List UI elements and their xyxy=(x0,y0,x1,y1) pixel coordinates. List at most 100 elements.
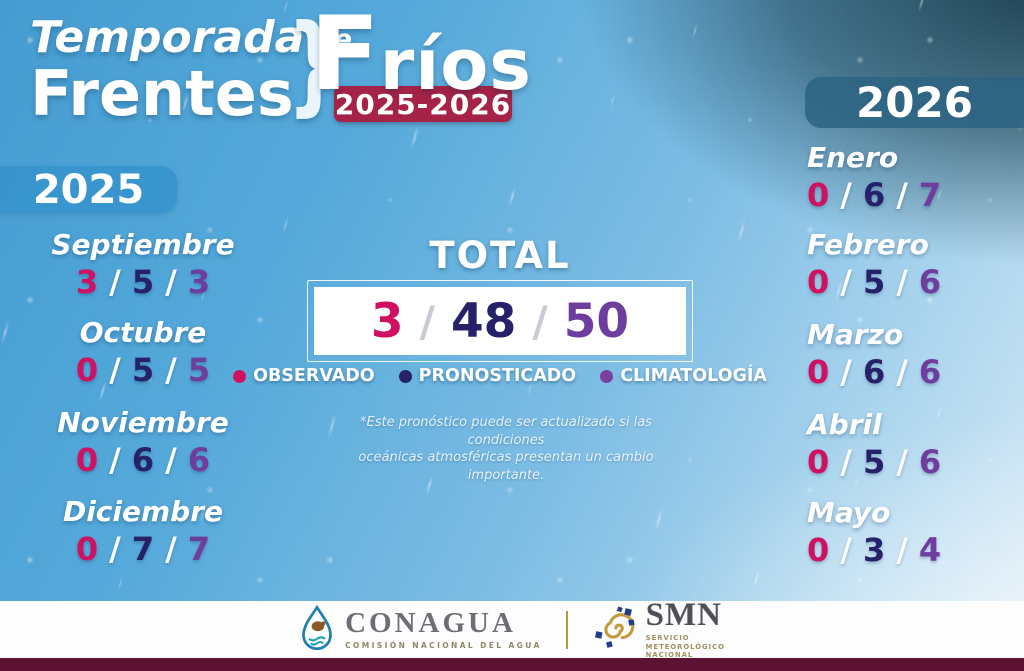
month-name: Septiembre xyxy=(51,228,235,261)
month-name: Mayo xyxy=(807,496,891,529)
climatologia-value: 6 xyxy=(918,443,942,481)
title-temporada: Temporada de xyxy=(30,12,352,63)
conagua-text-block: CONAGUA COMISIÓN NACIONAL DEL AGUA xyxy=(345,607,542,651)
total-box: 3 / 48 / 50 xyxy=(314,287,686,355)
value-separator: / xyxy=(532,296,548,346)
value-separator: / xyxy=(840,353,852,391)
smn-spiral-icon xyxy=(592,605,636,654)
climatologia-value: 6 xyxy=(187,441,211,479)
value-separator: / xyxy=(109,530,121,568)
title-frios-initial: F xyxy=(310,0,380,114)
footer-maroon-bar xyxy=(0,658,1024,671)
total-climatologia: 50 xyxy=(563,293,630,349)
month-values: 0 / 6 / 7 xyxy=(807,176,1017,214)
month-name: Octubre xyxy=(79,316,207,349)
pronosticado-value: 5 xyxy=(131,351,155,389)
climatologia-value: 6 xyxy=(918,263,942,301)
year-pill-2025: 2025 xyxy=(0,166,177,213)
month-values: 0 / 5 / 5 xyxy=(28,351,258,389)
month-values: 0 / 5 / 6 xyxy=(807,263,1017,301)
forecast-disclaimer: *Este pronóstico puede ser actualizado s… xyxy=(350,414,662,484)
smn-subtitle-line-3: NACIONAL xyxy=(645,651,694,660)
legend-item-climatologia: CLIMATOLOGÍA xyxy=(600,366,767,386)
observado-value: 0 xyxy=(75,530,99,568)
conagua-subtitle: COMISIÓN NACIONAL DEL AGUA xyxy=(345,641,542,650)
month-block-enero: Enero 0 / 6 / 7 xyxy=(807,141,1017,214)
observado-dot-icon xyxy=(233,369,247,383)
value-separator: / xyxy=(896,176,908,214)
smn-subtitle: SERVICIO METEOROLÓGICO NACIONAL xyxy=(646,634,725,660)
pronosticado-value: 3 xyxy=(862,531,886,569)
month-block-noviembre: Noviembre 0 / 6 / 6 xyxy=(28,406,258,479)
value-separator: / xyxy=(165,530,177,568)
month-name: Abril xyxy=(807,408,882,441)
smn-logo-group: SMN SERVICIO METEOROLÓGICO NACIONAL xyxy=(592,596,725,660)
month-block-septiembre: Septiembre 3 / 5 / 3 xyxy=(28,228,258,301)
month-values: 0 / 6 / 6 xyxy=(28,441,258,479)
legend: OBSERVADO PRONOSTICADO CLIMATOLOGÍA xyxy=(233,366,767,386)
disclaimer-line-1: *Este pronóstico puede ser actualizado s… xyxy=(360,415,652,448)
smn-text-block: SMN SERVICIO METEOROLÓGICO NACIONAL xyxy=(645,596,725,660)
pronosticado-value: 6 xyxy=(862,176,886,214)
month-block-febrero: Febrero 0 / 5 / 6 xyxy=(807,228,1017,301)
smn-subtitle-line-2: METEOROLÓGICO xyxy=(645,642,725,651)
value-separator: / xyxy=(896,443,908,481)
observado-value: 0 xyxy=(807,353,830,391)
month-name: Noviembre xyxy=(57,406,229,439)
value-separator: / xyxy=(840,176,852,214)
year-pill-2026: 2026 xyxy=(805,77,1024,128)
total-frame: 3 / 48 / 50 xyxy=(307,280,693,362)
observado-value: 0 xyxy=(75,351,99,389)
value-separator: / xyxy=(109,441,121,479)
month-values: 0 / 7 / 7 xyxy=(28,530,258,568)
legend-item-observado: OBSERVADO xyxy=(233,366,375,386)
smn-name: SMN xyxy=(645,596,723,633)
total-observado: 3 xyxy=(370,293,404,349)
climatologia-value: 7 xyxy=(918,176,942,214)
legend-label: OBSERVADO xyxy=(253,366,375,386)
observado-value: 0 xyxy=(75,441,99,479)
month-values: 3 / 5 / 3 xyxy=(28,263,258,301)
climatologia-value: 4 xyxy=(918,531,942,569)
total-pronosticado: 48 xyxy=(450,293,517,349)
value-separator: / xyxy=(165,351,177,389)
disclaimer-line-2: oceánicas atmosféricas presentan un camb… xyxy=(358,450,654,483)
observado-value: 0 xyxy=(807,443,830,481)
observado-value: 0 xyxy=(807,263,830,301)
title-frentes: Frentes xyxy=(30,57,294,130)
observado-value: 0 xyxy=(807,176,830,214)
pronosticado-dot-icon xyxy=(398,369,412,383)
value-separator: / xyxy=(165,263,177,301)
month-name: Diciembre xyxy=(62,495,224,528)
month-name: Marzo xyxy=(807,318,904,351)
legend-label: CLIMATOLOGÍA xyxy=(620,366,767,386)
value-separator: / xyxy=(419,296,435,346)
pronosticado-value: 7 xyxy=(131,530,155,568)
climatologia-value: 3 xyxy=(187,263,211,301)
legend-item-pronosticado: PRONOSTICADO xyxy=(398,366,576,386)
month-block-octubre: Octubre 0 / 5 / 5 xyxy=(28,316,258,389)
month-values: 0 / 6 / 6 xyxy=(807,353,1017,391)
value-separator: / xyxy=(896,263,908,301)
month-block-diciembre: Diciembre 0 / 7 / 7 xyxy=(28,495,258,568)
pronosticado-value: 5 xyxy=(862,443,886,481)
pronosticado-value: 6 xyxy=(131,441,155,479)
month-values: 0 / 5 / 6 xyxy=(807,443,1017,481)
conagua-logo-group: CONAGUA COMISIÓN NACIONAL DEL AGUA xyxy=(299,604,542,655)
title-de-text: de xyxy=(314,24,352,55)
value-separator: / xyxy=(840,263,852,301)
footer-divider xyxy=(565,610,568,649)
total-heading: TOTAL xyxy=(429,234,571,277)
conagua-name: CONAGUA xyxy=(345,607,516,639)
value-separator: / xyxy=(165,441,177,479)
pronosticado-value: 5 xyxy=(862,263,886,301)
pronosticado-value: 6 xyxy=(862,353,886,391)
title-frios-rest: ríos xyxy=(379,24,532,106)
value-separator: / xyxy=(896,531,908,569)
month-values: 0 / 3 / 4 xyxy=(807,531,1017,569)
climatologia-value: 5 xyxy=(187,351,211,389)
climatologia-value: 7 xyxy=(187,530,211,568)
value-separator: / xyxy=(109,263,121,301)
